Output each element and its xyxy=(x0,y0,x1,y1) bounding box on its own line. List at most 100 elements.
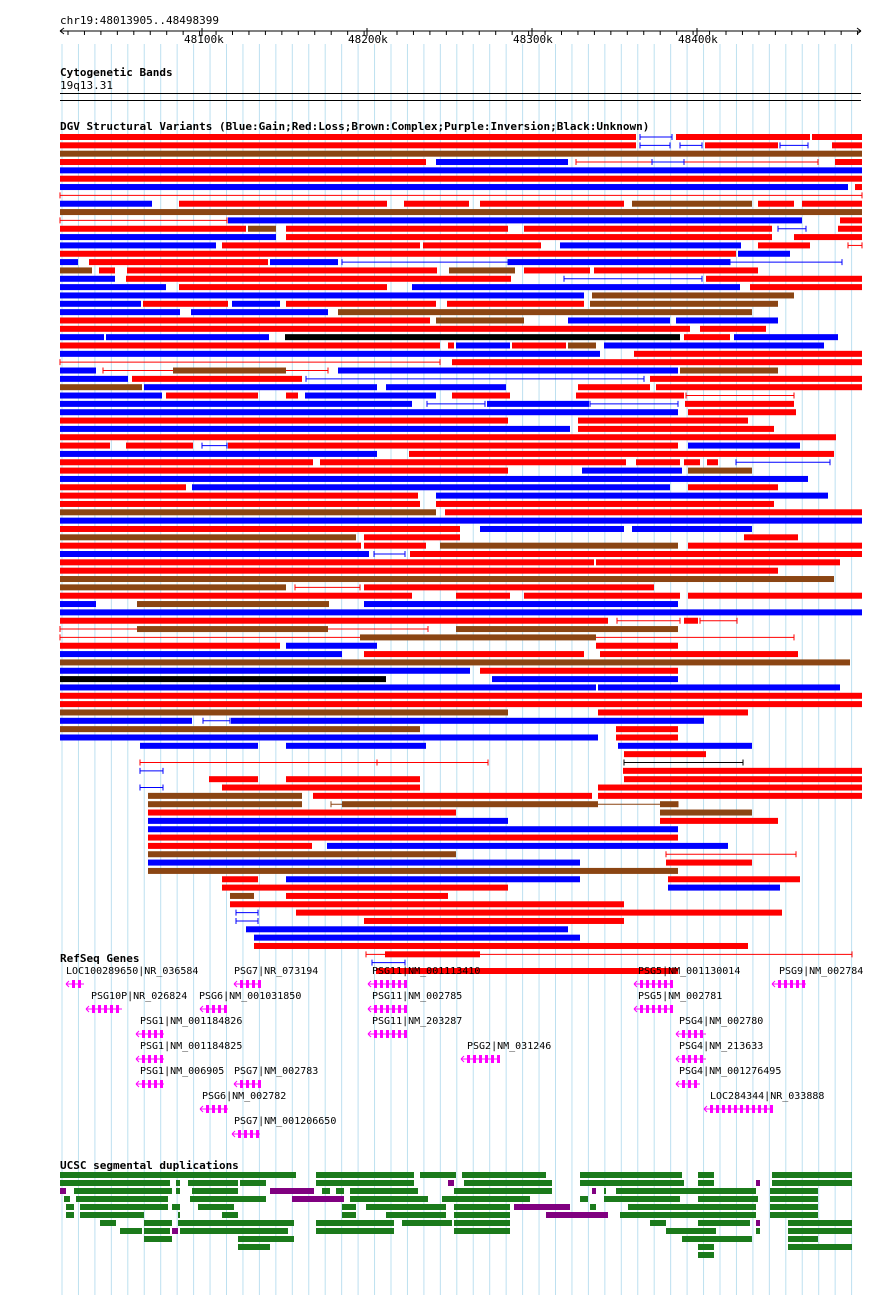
gene-label[interactable]: PSG6|NM_002782 xyxy=(202,1091,287,1102)
gene-exon xyxy=(694,1030,697,1038)
gene-strand-arrow xyxy=(460,1055,465,1063)
gene-exon xyxy=(479,1055,482,1063)
gene-label[interactable]: PSG11|NM_001113410 xyxy=(372,966,481,977)
segdup-block xyxy=(178,1220,294,1226)
segdup-block xyxy=(590,1204,596,1210)
gene-label[interactable]: LOC284344|NR_033888 xyxy=(710,1091,825,1102)
segdup-block xyxy=(462,1172,546,1178)
variant-bar xyxy=(560,242,741,249)
variant-bar xyxy=(60,450,377,457)
variant-bar xyxy=(60,392,162,399)
segdup-track[interactable] xyxy=(60,1172,852,1258)
gene-exon xyxy=(728,1105,731,1113)
variant-bar xyxy=(750,284,862,291)
gene-label[interactable]: PSG1|NM_006905 xyxy=(140,1066,225,1077)
gene-label[interactable]: PSG6|NM_001031850 xyxy=(199,991,302,1002)
variant-bar xyxy=(624,751,706,758)
gene-exon xyxy=(646,1005,649,1013)
variant-bar xyxy=(835,159,862,166)
refseq-genes-track[interactable] xyxy=(65,980,806,1138)
gene-exon xyxy=(716,1105,719,1113)
gene-label[interactable]: PSG4|NM_001276495 xyxy=(679,1066,782,1077)
variant-bar xyxy=(364,534,460,541)
variant-bar xyxy=(60,492,418,499)
variant-bar xyxy=(60,375,128,382)
segdup-block xyxy=(144,1236,172,1242)
variant-bar xyxy=(60,292,584,299)
segdup-block xyxy=(420,1172,456,1178)
variant-bar xyxy=(598,684,840,691)
gene-label[interactable]: PSG7|NM_001206650 xyxy=(234,1116,337,1127)
segdup-block xyxy=(770,1196,818,1202)
variant-bar xyxy=(364,601,678,608)
gene-label[interactable]: PSG4|NM_213633 xyxy=(679,1041,764,1052)
segdup-block xyxy=(698,1220,750,1226)
segdup-block xyxy=(188,1180,238,1186)
variant-bar xyxy=(60,517,862,524)
segdup-block xyxy=(172,1204,180,1210)
gene-exon xyxy=(240,1080,243,1088)
gene-label[interactable]: PSG5|NM_001130014 xyxy=(638,966,741,977)
variant-bar xyxy=(286,876,580,883)
gene-label[interactable]: PSG2|NM_031246 xyxy=(467,1041,552,1052)
variant-bar xyxy=(738,250,790,257)
variant-bar xyxy=(296,909,782,916)
variant-bar xyxy=(596,559,840,566)
variant-bar xyxy=(60,701,862,708)
dgv-track[interactable] xyxy=(59,134,863,974)
variant-bar xyxy=(270,259,338,266)
variant-bar xyxy=(758,242,810,249)
variant-bar xyxy=(492,676,678,683)
gene-exon xyxy=(688,1055,691,1063)
variant-bar xyxy=(623,767,862,774)
gene-label[interactable]: PSG4|NM_002780 xyxy=(679,1016,764,1027)
gene-label[interactable]: PSG7|NR_073194 xyxy=(234,966,319,977)
cytoband-track xyxy=(60,93,861,101)
gene-label[interactable]: PSG11|NM_002785 xyxy=(372,991,463,1002)
variant-bar xyxy=(480,525,624,532)
gene-strand-arrow xyxy=(231,1130,236,1138)
variant-bar xyxy=(60,484,186,491)
variant-bar xyxy=(744,534,798,541)
variant-bar xyxy=(758,200,794,207)
variant-bar xyxy=(60,525,460,532)
variant-bar xyxy=(508,259,730,266)
gene-strand-arrow xyxy=(675,1055,680,1063)
gene-label[interactable]: PSG7|NM_002783 xyxy=(234,1066,319,1077)
segdup-block xyxy=(402,1220,452,1226)
gene-label[interactable]: PSG9|NM_002784 xyxy=(779,966,864,977)
variant-bar xyxy=(668,884,780,891)
variant-bar xyxy=(60,159,426,166)
variant-bar xyxy=(60,325,690,332)
gene-exon xyxy=(404,1030,407,1038)
segdup-block xyxy=(580,1196,588,1202)
variant-bar xyxy=(286,776,420,783)
variant-bar xyxy=(60,734,598,741)
variant-bar xyxy=(452,359,862,366)
variant-bar xyxy=(60,467,508,474)
gene-label[interactable]: PSG5|NM_002781 xyxy=(638,991,723,1002)
segdup-block xyxy=(698,1244,714,1250)
gene-label[interactable]: LOC100289650|NR_036584 xyxy=(66,966,199,977)
variant-bar xyxy=(246,926,568,933)
gene-exon xyxy=(398,980,401,988)
segdup-block xyxy=(342,1204,356,1210)
gene-label[interactable]: PSG10P|NR_026824 xyxy=(91,991,188,1002)
variant-bar xyxy=(668,876,800,883)
tick-label: 48100k xyxy=(184,33,224,46)
variant-bar xyxy=(600,651,798,658)
variant-bar xyxy=(60,300,141,307)
variant-bar xyxy=(148,792,302,799)
tick-label: 48200k xyxy=(348,33,388,46)
segdup-block xyxy=(120,1228,142,1234)
variant-bar xyxy=(286,225,508,232)
variant-bar xyxy=(126,442,193,449)
gene-label[interactable]: PSG1|NM_001184825 xyxy=(140,1041,243,1052)
gene-label[interactable]: PSG11|NM_203287 xyxy=(372,1016,463,1027)
gene-exon xyxy=(142,1030,145,1038)
variant-bar xyxy=(700,325,766,332)
gene-exon xyxy=(258,980,261,988)
segdup-block xyxy=(350,1196,428,1202)
gene-label[interactable]: PSG1|NM_001184826 xyxy=(140,1016,243,1027)
gene-exon xyxy=(374,1030,377,1038)
